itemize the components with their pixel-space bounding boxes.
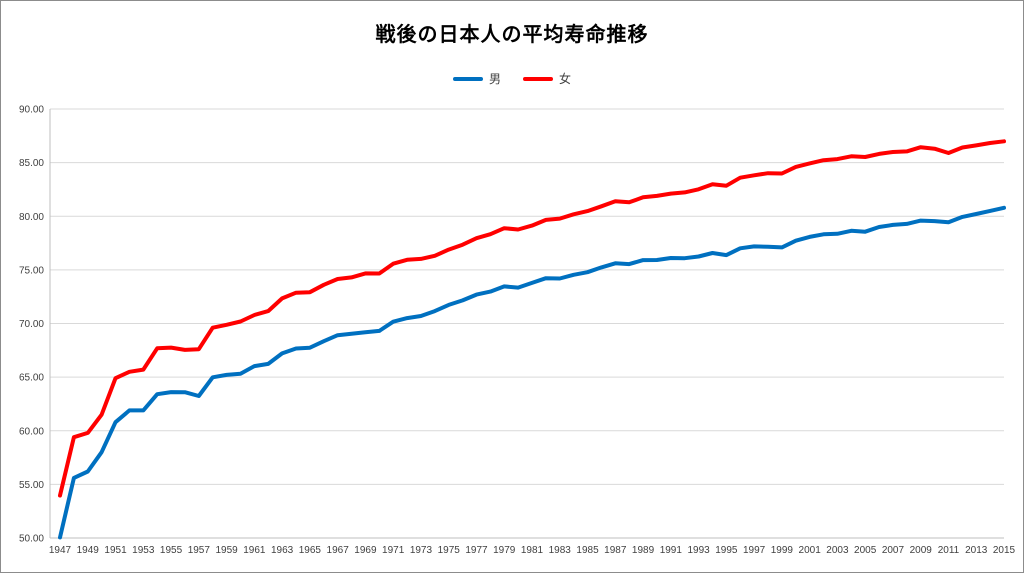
y-tick-label: 50.00 — [19, 534, 44, 545]
x-tick-label: 2005 — [854, 545, 877, 556]
x-tick-label: 2007 — [882, 545, 905, 556]
x-tick-label: 2011 — [938, 545, 960, 556]
x-tick-label: 1951 — [104, 545, 127, 556]
x-tick-label: 2013 — [965, 545, 988, 556]
x-tick-label: 1955 — [160, 545, 183, 556]
legend-label-male: 男 — [488, 72, 501, 86]
x-tick-label: 1987 — [604, 545, 627, 556]
y-tick-label: 80.00 — [19, 212, 44, 223]
x-tick-label: 1979 — [493, 545, 516, 556]
y-tick-label: 60.00 — [19, 426, 44, 437]
x-tick-label: 1997 — [743, 545, 766, 556]
x-tick-label: 1993 — [687, 545, 710, 556]
x-tick-label: 1975 — [438, 545, 461, 556]
x-tick-label: 1983 — [549, 545, 572, 556]
x-tick-label: 1949 — [77, 545, 100, 556]
legend-item-male[interactable]: 男 — [452, 70, 501, 87]
y-tick-label: 85.00 — [19, 158, 44, 169]
y-tick-label: 65.00 — [19, 373, 44, 384]
x-tick-label: 1959 — [215, 545, 238, 556]
chart-legend: 男 女 — [0, 70, 1024, 87]
series-line-female — [58, 139, 1006, 498]
x-tick-label: 1967 — [327, 545, 350, 556]
x-tick-label: 1981 — [521, 545, 544, 556]
x-tick-label: 2003 — [826, 545, 849, 556]
x-tick-label: 2015 — [993, 545, 1016, 556]
x-tick-label: 1985 — [576, 545, 599, 556]
legend-swatch-female — [523, 76, 553, 81]
chart-title: 戦後の日本人の平均寿命推移 — [375, 22, 649, 46]
x-tick-label: 1977 — [465, 545, 488, 556]
x-tick-label: 1991 — [660, 545, 683, 556]
x-tick-label: 1999 — [771, 545, 794, 556]
y-tick-label: 75.00 — [19, 265, 44, 276]
x-tick-label: 1969 — [354, 545, 377, 556]
x-tick-label: 1957 — [188, 545, 211, 556]
x-tick-label: 2001 — [799, 545, 822, 556]
y-tick-label: 90.00 — [19, 105, 44, 116]
x-tick-label: 1973 — [410, 545, 433, 556]
x-tick-label: 1963 — [271, 545, 294, 556]
x-tick-label: 1989 — [632, 545, 655, 556]
x-tick-label: 1995 — [715, 545, 738, 556]
legend-label-female: 女 — [559, 72, 572, 86]
x-tick-label: 2009 — [910, 545, 933, 556]
legend-swatch-male — [452, 76, 483, 81]
x-tick-label: 1961 — [243, 545, 266, 556]
y-tick-label: 70.00 — [19, 319, 44, 330]
x-tick-label: 1947 — [49, 545, 72, 556]
x-tick-label: 1965 — [299, 545, 322, 556]
legend-item-female[interactable]: 女 — [523, 70, 571, 87]
x-tick-label: 1971 — [382, 545, 405, 556]
x-tick-label: 1953 — [132, 545, 155, 556]
y-tick-label: 55.00 — [19, 480, 44, 491]
series-line-male — [58, 205, 1006, 540]
